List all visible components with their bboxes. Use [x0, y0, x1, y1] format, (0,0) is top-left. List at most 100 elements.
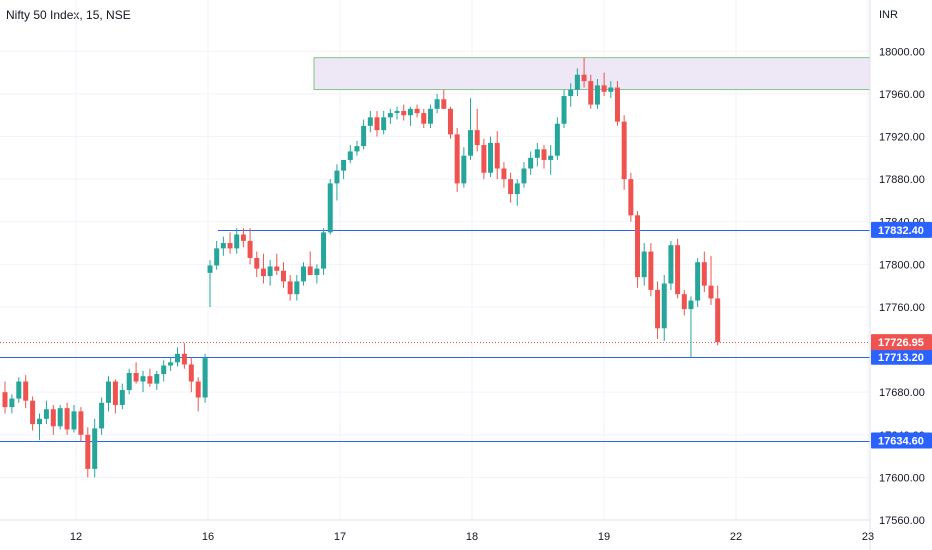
candle — [695, 257, 701, 307]
badge-bg — [871, 221, 932, 238]
candle-body — [64, 408, 70, 430]
badge-bg — [871, 348, 932, 365]
candle-body — [175, 353, 180, 363]
candle — [414, 104, 420, 118]
level-badge: 17634.60 — [871, 432, 932, 449]
y-tick-label: 17920.00 — [879, 132, 925, 144]
x-tick-label: 22 — [730, 531, 742, 543]
candle — [57, 404, 63, 430]
candle — [161, 360, 167, 382]
candle-body — [267, 266, 273, 277]
candle-body — [494, 142, 500, 169]
candle — [294, 275, 300, 301]
candle-body — [43, 409, 49, 419]
candle — [374, 110, 380, 137]
candle-body — [214, 248, 220, 266]
current-price-badge: 17726.95 — [871, 334, 932, 351]
candle-body — [341, 159, 347, 171]
candle — [441, 89, 447, 109]
candle — [594, 79, 600, 109]
candle-body — [71, 411, 77, 430]
candle — [434, 93, 440, 114]
candle — [635, 211, 641, 288]
candle — [260, 253, 266, 284]
candle-body — [588, 81, 594, 105]
candle-body — [387, 113, 393, 118]
candle — [112, 379, 118, 414]
candle — [154, 370, 160, 391]
candle-body — [554, 123, 560, 156]
candle-body — [715, 298, 721, 343]
candle-body — [675, 245, 681, 295]
candle — [280, 262, 286, 288]
price-axis[interactable]: 18000.0017960.0017920.0017880.0017840.00… — [869, 0, 925, 550]
candle-body — [78, 411, 84, 435]
price-levels[interactable] — [0, 230, 870, 442]
candle-body — [112, 381, 118, 405]
candle-body — [481, 145, 487, 173]
candle — [181, 343, 187, 369]
candle-body — [30, 400, 36, 425]
candle-body — [37, 418, 42, 425]
candle — [407, 106, 413, 126]
candle-body — [260, 268, 266, 277]
candle-body — [501, 168, 507, 180]
candle-body — [50, 409, 56, 427]
candle — [214, 240, 220, 270]
candle — [321, 228, 327, 275]
candle — [16, 377, 22, 403]
candle — [37, 413, 42, 441]
candle-body — [614, 87, 620, 122]
candle-body — [99, 402, 105, 429]
candle-body — [574, 74, 580, 90]
candle — [554, 117, 560, 160]
candle — [254, 251, 260, 278]
candle — [274, 253, 280, 275]
candle — [548, 145, 554, 175]
candle-body — [514, 183, 520, 195]
candle-body — [447, 108, 453, 135]
candle — [267, 260, 273, 286]
badge-label: 17726.95 — [878, 337, 924, 349]
candle — [106, 376, 111, 412]
candle — [648, 243, 654, 297]
candle — [195, 377, 201, 412]
candle-body — [548, 155, 554, 160]
candle-body — [361, 125, 367, 147]
candle — [541, 145, 547, 169]
y-tick-label: 17760.00 — [879, 302, 925, 314]
candle-body — [441, 99, 447, 109]
candle — [708, 255, 714, 305]
candle-body — [681, 294, 687, 310]
candle-body — [119, 390, 125, 405]
currency-label: INR — [879, 9, 898, 21]
candle-body — [668, 245, 674, 284]
candle-body — [202, 358, 208, 398]
time-axis[interactable]: 12 16 17 18 19 22 23 — [0, 519, 874, 543]
candle — [675, 238, 681, 299]
y-tick-label: 17800.00 — [879, 259, 925, 271]
chart-title: Nifty 50 Index, 15, NSE — [6, 8, 131, 22]
candle — [514, 179, 520, 206]
candle-body — [133, 373, 139, 382]
candle-body — [16, 381, 22, 399]
candle-body — [701, 262, 707, 286]
candle — [641, 243, 647, 286]
candle — [488, 136, 494, 177]
candle-body — [280, 270, 286, 282]
candle — [394, 106, 400, 120]
candle-body — [254, 257, 260, 269]
candle — [307, 251, 313, 275]
candle — [468, 98, 474, 160]
candle — [234, 228, 240, 254]
candle — [561, 89, 567, 128]
x-tick-label: 19 — [598, 531, 610, 543]
candle — [715, 285, 721, 346]
candle — [501, 162, 507, 188]
candle-body — [85, 434, 91, 469]
candle-body — [488, 142, 494, 173]
candle — [661, 275, 667, 342]
candle-body — [140, 376, 146, 382]
candle-body — [421, 113, 427, 124]
